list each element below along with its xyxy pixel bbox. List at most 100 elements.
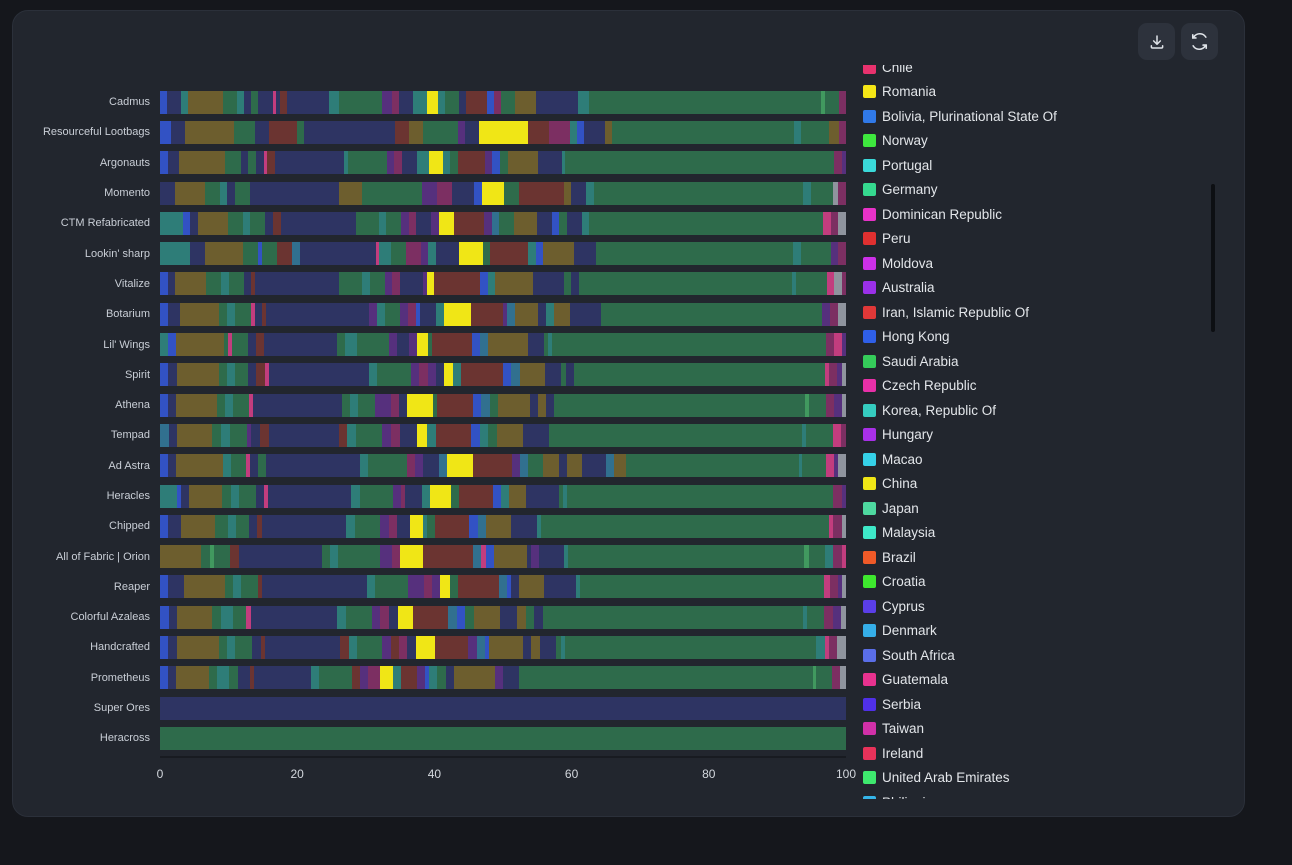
bar-segment[interactable] bbox=[596, 242, 793, 266]
bar-segment[interactable] bbox=[432, 393, 437, 417]
bar-segment[interactable] bbox=[381, 90, 393, 114]
bar-segment[interactable] bbox=[423, 545, 474, 569]
legend-item[interactable]: Dominican Republic bbox=[863, 202, 1198, 227]
bar-segment[interactable] bbox=[406, 393, 433, 417]
bar-segment[interactable] bbox=[238, 545, 322, 569]
bar-segment[interactable] bbox=[423, 454, 439, 478]
bar-segment[interactable] bbox=[258, 90, 273, 114]
bar-segment[interactable] bbox=[265, 211, 273, 235]
bar-segment[interactable] bbox=[222, 484, 231, 508]
bar-segment[interactable] bbox=[581, 211, 590, 235]
bar-segment[interactable] bbox=[546, 302, 555, 326]
bar-segment[interactable] bbox=[543, 454, 559, 478]
bar-segment[interactable] bbox=[427, 90, 438, 114]
bar-segment[interactable] bbox=[833, 454, 838, 478]
bar-segment[interactable] bbox=[179, 151, 226, 175]
bar-segment[interactable] bbox=[437, 666, 446, 690]
bar-segment[interactable] bbox=[479, 423, 489, 447]
bar-segment[interactable] bbox=[507, 151, 539, 175]
bar-segment[interactable] bbox=[232, 393, 250, 417]
bar-segment[interactable] bbox=[514, 302, 539, 326]
bar-segment[interactable] bbox=[538, 393, 547, 417]
bar-segment[interactable] bbox=[826, 272, 835, 296]
bar-segment[interactable] bbox=[536, 514, 542, 538]
bar-segment[interactable] bbox=[367, 575, 376, 599]
bar-segment[interactable] bbox=[167, 454, 176, 478]
bar-segment[interactable] bbox=[452, 363, 462, 387]
bar-segment[interactable] bbox=[160, 393, 169, 417]
bar-segment[interactable] bbox=[833, 181, 839, 205]
bar-segment[interactable] bbox=[237, 90, 245, 114]
bar-segment[interactable] bbox=[474, 181, 482, 205]
bar-segment[interactable] bbox=[802, 605, 807, 629]
bar-segment[interactable] bbox=[268, 484, 352, 508]
bar-segment[interactable] bbox=[567, 484, 817, 508]
legend-item[interactable]: Japan bbox=[863, 496, 1198, 521]
legend-item[interactable]: Hungary bbox=[863, 423, 1198, 448]
bar-segment[interactable] bbox=[511, 514, 537, 538]
bar-segment[interactable] bbox=[544, 363, 562, 387]
bar-segment[interactable] bbox=[261, 514, 347, 538]
bar-segment[interactable] bbox=[458, 90, 466, 114]
bar-segment[interactable] bbox=[573, 363, 825, 387]
bar-segment[interactable] bbox=[190, 211, 198, 235]
bar-segment[interactable] bbox=[576, 120, 584, 144]
bar-segment[interactable] bbox=[800, 242, 831, 266]
bar-segment[interactable] bbox=[368, 454, 408, 478]
bar-segment[interactable] bbox=[810, 181, 834, 205]
bar-segment[interactable] bbox=[339, 272, 362, 296]
bar-segment[interactable] bbox=[830, 211, 839, 235]
bar-segment[interactable] bbox=[506, 302, 515, 326]
bar-segment[interactable] bbox=[798, 454, 803, 478]
bar-segment[interactable] bbox=[234, 302, 251, 326]
stacked-bar[interactable] bbox=[160, 90, 846, 114]
bar-segment[interactable] bbox=[176, 666, 209, 690]
bar-segment[interactable] bbox=[422, 272, 427, 296]
bar-segment[interactable] bbox=[216, 393, 225, 417]
bar-segment[interactable] bbox=[561, 363, 566, 387]
bar-segment[interactable] bbox=[434, 635, 469, 659]
bar-segment[interactable] bbox=[405, 484, 422, 508]
bar-segment[interactable] bbox=[197, 211, 228, 235]
bar-segment[interactable] bbox=[841, 363, 846, 387]
bar-segment[interactable] bbox=[268, 423, 339, 447]
bar-segment[interactable] bbox=[374, 393, 391, 417]
bar-segment[interactable] bbox=[502, 666, 520, 690]
bar-segment[interactable] bbox=[260, 423, 269, 447]
bar-segment[interactable] bbox=[837, 302, 846, 326]
bar-segment[interactable] bbox=[167, 151, 180, 175]
bar-segment[interactable] bbox=[208, 666, 218, 690]
bar-segment[interactable] bbox=[409, 333, 418, 357]
bar-segment[interactable] bbox=[841, 484, 846, 508]
bar-segment[interactable] bbox=[833, 514, 842, 538]
bar-segment[interactable] bbox=[473, 605, 500, 629]
bar-segment[interactable] bbox=[436, 242, 459, 266]
bar-segment[interactable] bbox=[246, 454, 251, 478]
bar-segment[interactable] bbox=[833, 484, 842, 508]
bar-segment[interactable] bbox=[565, 151, 835, 175]
bar-segment[interactable] bbox=[380, 514, 389, 538]
bar-segment[interactable] bbox=[543, 242, 574, 266]
bar-segment[interactable] bbox=[399, 423, 417, 447]
bar-segment[interactable] bbox=[256, 333, 265, 357]
stacked-bar[interactable] bbox=[160, 333, 846, 357]
legend-item[interactable]: Brazil bbox=[863, 545, 1198, 570]
bar-segment[interactable] bbox=[465, 90, 487, 114]
bar-segment[interactable] bbox=[833, 545, 842, 569]
bar-segment[interactable] bbox=[249, 181, 340, 205]
bar-segment[interactable] bbox=[336, 333, 345, 357]
bar-segment[interactable] bbox=[205, 272, 221, 296]
bar-segment[interactable] bbox=[821, 90, 825, 114]
stacked-bar[interactable] bbox=[160, 181, 846, 205]
bar-segment[interactable] bbox=[250, 211, 266, 235]
bar-segment[interactable] bbox=[263, 151, 268, 175]
stacked-bar[interactable] bbox=[160, 272, 846, 296]
bar-segment[interactable] bbox=[184, 575, 225, 599]
bar-segment[interactable] bbox=[809, 393, 826, 417]
bar-segment[interactable] bbox=[390, 242, 406, 266]
bar-segment[interactable] bbox=[268, 363, 370, 387]
bar-segment[interactable] bbox=[168, 423, 178, 447]
bar-segment[interactable] bbox=[443, 302, 472, 326]
bar-segment[interactable] bbox=[805, 393, 810, 417]
bar-segment[interactable] bbox=[566, 454, 583, 478]
